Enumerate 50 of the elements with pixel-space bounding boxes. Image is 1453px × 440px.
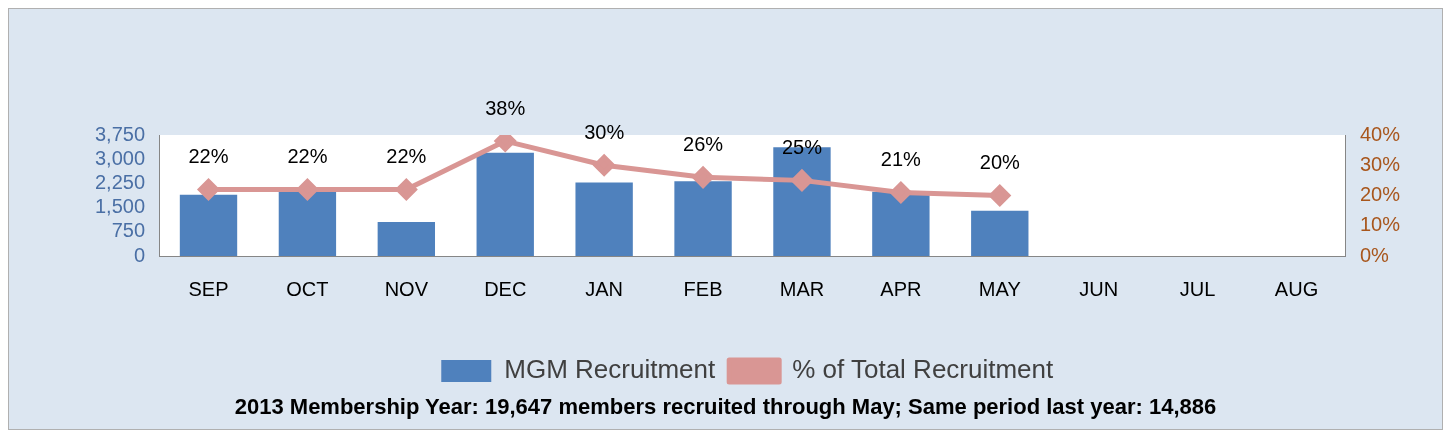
bar <box>674 181 732 256</box>
x-tick-label: APR <box>880 277 922 300</box>
y-tick-label: 750 <box>111 219 146 242</box>
y2-tick-label: 40% <box>1359 122 1401 145</box>
x-tick-label: FEB <box>683 277 723 300</box>
x-tick-label: JUL <box>1179 277 1216 300</box>
x-tick-label: SEP <box>188 277 229 300</box>
y-tick-label: 0 <box>133 243 146 266</box>
y2-tick-label: 10% <box>1359 213 1401 236</box>
x-tick-label: OCT <box>286 277 329 300</box>
bar <box>179 194 238 256</box>
bar <box>476 152 534 256</box>
y-tick-label: 3,000 <box>94 146 146 169</box>
data-label: 38% <box>485 96 526 119</box>
point <box>989 185 1011 206</box>
y-tick-label: 1,500 <box>94 195 146 218</box>
bar <box>377 222 436 256</box>
bar <box>575 182 633 256</box>
x-tick-label: DEC <box>484 277 527 300</box>
bar <box>278 191 337 256</box>
y2-tick-label: 0% <box>1359 243 1390 266</box>
x-tick-label: AUG <box>1274 277 1319 300</box>
point <box>198 178 219 200</box>
bar <box>971 210 1029 256</box>
x-tick-label: MAY <box>978 277 1021 300</box>
data-label: 21% <box>880 147 922 170</box>
legend-label: MGM Recruitment <box>504 354 716 385</box>
legend-label: % of Total Recruitment <box>792 354 1055 385</box>
data-label: 26% <box>683 132 724 155</box>
x-tick-label: JUN <box>1079 277 1119 300</box>
y2-tick-label: 20% <box>1359 183 1401 206</box>
y2-tick-label: 30% <box>1359 152 1401 175</box>
point <box>593 154 615 176</box>
bar <box>872 191 930 256</box>
point <box>791 169 813 191</box>
point <box>890 181 912 203</box>
y-tick-label: 3,750 <box>94 122 146 145</box>
data-label: 22% <box>188 144 229 167</box>
data-label: 30% <box>584 120 625 143</box>
data-label: 20% <box>979 151 1021 174</box>
x-tick-label: NOV <box>384 277 429 300</box>
point <box>692 166 714 188</box>
data-label: 22% <box>287 144 328 167</box>
text: 2013 Membership Year: 19,647 members recruited through May; Same period last year: 14,886 <box>233 394 1218 420</box>
x-tick-label: JAN <box>585 277 624 300</box>
data-label: 22% <box>386 144 427 167</box>
point <box>296 178 318 200</box>
point <box>395 178 417 200</box>
y-tick-label: 2,250 <box>94 170 146 193</box>
x-tick-label: MAR <box>779 277 825 300</box>
